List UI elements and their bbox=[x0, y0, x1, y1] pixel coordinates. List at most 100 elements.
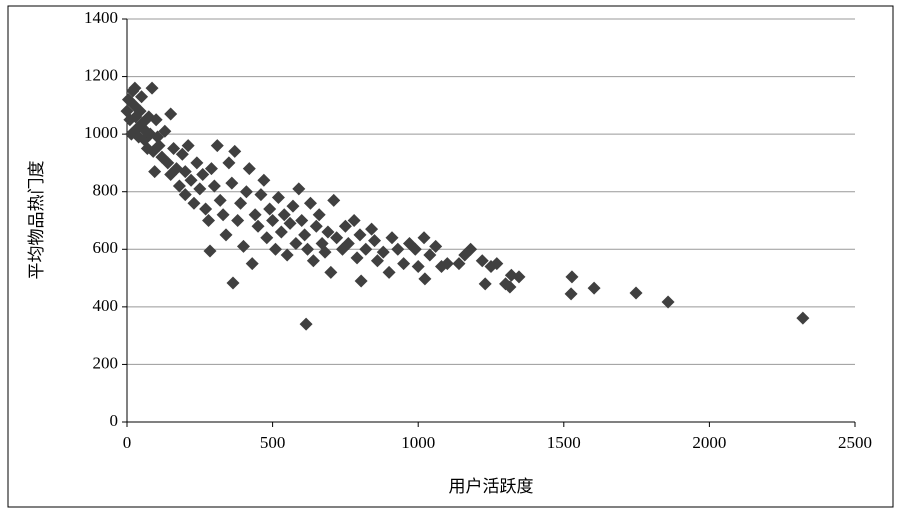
point bbox=[222, 156, 236, 170]
point bbox=[263, 202, 277, 216]
point bbox=[239, 185, 253, 199]
point bbox=[359, 242, 373, 256]
point bbox=[277, 208, 291, 222]
point bbox=[478, 277, 492, 291]
point bbox=[207, 179, 221, 193]
point bbox=[257, 173, 271, 187]
y-tick-label: 0 bbox=[110, 411, 119, 430]
y-tick-label: 200 bbox=[93, 353, 119, 372]
point bbox=[178, 165, 192, 179]
point bbox=[306, 254, 320, 268]
point bbox=[203, 244, 217, 258]
point bbox=[128, 81, 142, 95]
point bbox=[347, 214, 361, 227]
point bbox=[341, 237, 355, 251]
point bbox=[321, 225, 335, 239]
point bbox=[248, 208, 262, 222]
point bbox=[796, 311, 810, 325]
point bbox=[309, 219, 323, 233]
point bbox=[145, 81, 159, 95]
point bbox=[213, 193, 227, 207]
point bbox=[196, 167, 210, 181]
y-tick-label: 600 bbox=[93, 238, 119, 257]
x-tick-label: 1500 bbox=[547, 433, 581, 452]
point bbox=[225, 176, 239, 190]
point bbox=[661, 295, 675, 309]
point bbox=[397, 257, 411, 271]
point bbox=[292, 182, 306, 196]
point bbox=[172, 179, 186, 193]
point bbox=[199, 202, 213, 216]
point bbox=[178, 188, 192, 202]
point bbox=[376, 245, 390, 259]
point bbox=[266, 214, 280, 227]
point bbox=[327, 193, 341, 207]
point bbox=[354, 274, 368, 288]
point bbox=[324, 265, 338, 279]
point bbox=[353, 228, 367, 242]
point bbox=[429, 239, 443, 253]
point bbox=[299, 317, 313, 331]
point bbox=[280, 248, 294, 262]
point bbox=[135, 90, 149, 104]
point bbox=[193, 182, 207, 196]
point bbox=[187, 196, 201, 210]
y-tick-label: 1200 bbox=[84, 65, 118, 84]
point bbox=[418, 272, 432, 286]
x-axis-label: 用户活跃度 bbox=[449, 477, 534, 496]
point bbox=[158, 124, 172, 138]
point bbox=[210, 139, 224, 153]
point bbox=[234, 196, 248, 210]
point bbox=[226, 276, 240, 290]
point bbox=[564, 287, 578, 301]
point bbox=[164, 107, 178, 121]
point bbox=[350, 251, 364, 265]
x-tick-label: 0 bbox=[123, 433, 132, 452]
point bbox=[149, 113, 163, 127]
point bbox=[365, 222, 379, 236]
x-tick-label: 1000 bbox=[401, 433, 435, 452]
point bbox=[286, 199, 300, 213]
point bbox=[629, 286, 643, 300]
point bbox=[423, 248, 437, 262]
point bbox=[236, 239, 250, 253]
point bbox=[565, 270, 579, 284]
point bbox=[338, 219, 352, 233]
point bbox=[587, 281, 601, 295]
point bbox=[312, 208, 326, 222]
y-tick-label: 1400 bbox=[84, 8, 118, 27]
point bbox=[301, 242, 315, 256]
point bbox=[228, 144, 242, 158]
frame bbox=[7, 5, 894, 508]
point bbox=[417, 231, 431, 245]
point bbox=[512, 270, 526, 284]
point bbox=[283, 216, 297, 230]
point bbox=[190, 156, 204, 170]
point bbox=[216, 208, 230, 222]
point bbox=[298, 228, 312, 242]
point bbox=[464, 242, 478, 256]
y-tick-label: 1000 bbox=[84, 123, 118, 142]
point bbox=[452, 257, 466, 271]
point bbox=[274, 225, 288, 239]
point bbox=[295, 214, 309, 227]
point bbox=[271, 190, 285, 204]
point bbox=[408, 242, 422, 256]
point bbox=[167, 142, 181, 156]
point bbox=[204, 162, 218, 176]
point bbox=[231, 214, 245, 227]
point bbox=[245, 257, 259, 271]
point bbox=[219, 228, 233, 242]
point bbox=[202, 214, 216, 227]
point bbox=[411, 260, 425, 274]
point bbox=[151, 130, 165, 144]
point bbox=[260, 231, 274, 245]
point bbox=[382, 265, 396, 279]
point bbox=[503, 280, 517, 294]
y-tick-label: 800 bbox=[93, 181, 119, 200]
point bbox=[303, 196, 317, 210]
point bbox=[175, 147, 189, 161]
point bbox=[161, 156, 175, 170]
point bbox=[475, 254, 489, 268]
